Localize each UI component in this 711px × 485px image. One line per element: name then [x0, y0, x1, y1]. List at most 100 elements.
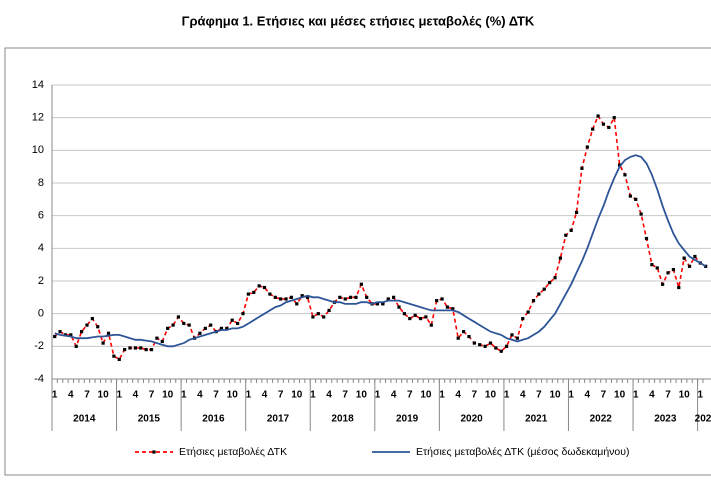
year-label: 2019 — [396, 414, 419, 425]
point-marker — [655, 266, 659, 270]
x-tick-label: 7 — [472, 390, 478, 401]
point-marker — [585, 145, 589, 149]
x-tick-label: 1 — [439, 390, 445, 401]
point-marker — [112, 354, 116, 358]
x-tick-label: 1 — [116, 390, 122, 401]
y-tick-label: 0 — [38, 308, 44, 320]
year-label: 2017 — [267, 414, 290, 425]
point-marker — [639, 212, 643, 216]
point-marker — [101, 341, 105, 345]
point-marker — [548, 281, 552, 285]
x-tick-label: 7 — [536, 390, 542, 401]
y-tick-label: 6 — [38, 210, 44, 222]
point-marker — [187, 323, 191, 327]
point-marker — [510, 333, 514, 337]
point-marker — [79, 330, 84, 334]
point-marker — [499, 349, 503, 353]
point-marker — [246, 292, 250, 296]
year-label: 2021 — [525, 414, 548, 425]
point-marker — [289, 295, 294, 299]
point-marker — [424, 315, 428, 319]
x-tick-label: 4 — [455, 390, 461, 401]
x-tick-label: 1 — [698, 390, 704, 401]
x-tick-label: 1 — [568, 390, 574, 401]
x-tick-label: 4 — [649, 390, 655, 401]
point-marker — [435, 299, 439, 303]
point-marker — [542, 287, 546, 291]
point-marker — [133, 346, 137, 350]
x-tick-label: 7 — [407, 390, 413, 401]
point-marker — [607, 125, 611, 130]
point-marker — [488, 341, 493, 345]
point-marker — [413, 313, 417, 317]
point-marker — [601, 122, 606, 126]
point-marker — [628, 194, 632, 198]
point-marker — [90, 316, 94, 321]
x-tick-label: 4 — [68, 390, 74, 401]
point-marker — [58, 330, 62, 334]
point-marker — [596, 114, 600, 118]
point-marker — [69, 333, 73, 337]
x-tick-label: 7 — [149, 390, 155, 401]
y-tick-label: 8 — [38, 177, 44, 189]
point-marker — [284, 297, 288, 301]
point-marker — [397, 305, 401, 309]
y-tick-label: 2 — [38, 275, 44, 287]
point-marker — [580, 166, 584, 170]
point-marker — [472, 341, 476, 345]
point-marker — [693, 254, 697, 259]
point-marker — [408, 316, 412, 321]
point-marker — [343, 297, 347, 301]
point-marker — [526, 310, 530, 314]
point-marker — [392, 295, 396, 299]
series-line — [54, 154, 707, 348]
point-marker — [478, 343, 482, 347]
legend-label: Ετήσιες μεταβολές ΔΤΚ — [179, 446, 287, 458]
x-tick-label: 4 — [391, 390, 397, 401]
point-marker — [666, 271, 670, 275]
x-tick-label: 10 — [98, 390, 110, 401]
point-marker — [117, 357, 121, 361]
point-marker — [166, 326, 170, 330]
point-marker — [644, 236, 649, 241]
point-marker — [418, 316, 423, 321]
legend-label: Ετήσιες μεταβολές ΔΤΚ (μέσος δωδεκαμήνου… — [416, 446, 630, 458]
point-marker — [359, 282, 363, 286]
year-label: 2014 — [73, 414, 96, 425]
point-marker — [682, 256, 686, 260]
series-line — [54, 114, 707, 361]
x-tick-label: 7 — [342, 390, 348, 401]
point-marker — [74, 344, 78, 348]
x-tick-label: 10 — [679, 390, 691, 401]
x-tick-label: 1 — [181, 390, 187, 401]
x-tick-label: 10 — [614, 390, 626, 401]
y-tick-label: 4 — [38, 242, 44, 254]
point-marker — [171, 323, 175, 327]
point-marker — [219, 326, 224, 330]
point-marker — [451, 307, 455, 311]
y-tick-label: -4 — [34, 373, 44, 385]
x-tick-label: 10 — [485, 390, 497, 401]
point-marker — [257, 284, 261, 288]
x-tick-label: 1 — [310, 390, 316, 401]
x-tick-label: 10 — [356, 390, 368, 401]
point-marker — [311, 315, 315, 319]
point-marker — [569, 228, 573, 232]
x-tick-label: 4 — [326, 390, 332, 401]
point-marker — [531, 299, 536, 303]
x-tick-label: 7 — [213, 390, 219, 401]
year-label: 2018 — [331, 414, 354, 425]
point-marker — [386, 297, 390, 301]
point-marker — [144, 348, 148, 352]
x-tick-label: 10 — [291, 390, 303, 401]
point-marker — [521, 316, 525, 321]
point-marker — [268, 292, 272, 296]
point-marker — [365, 295, 369, 299]
x-tick-label: 10 — [549, 390, 561, 401]
point-marker — [155, 336, 159, 340]
point-marker — [236, 321, 240, 326]
year-label: 2022 — [590, 414, 613, 425]
point-marker — [677, 285, 681, 290]
point-marker — [375, 302, 380, 306]
